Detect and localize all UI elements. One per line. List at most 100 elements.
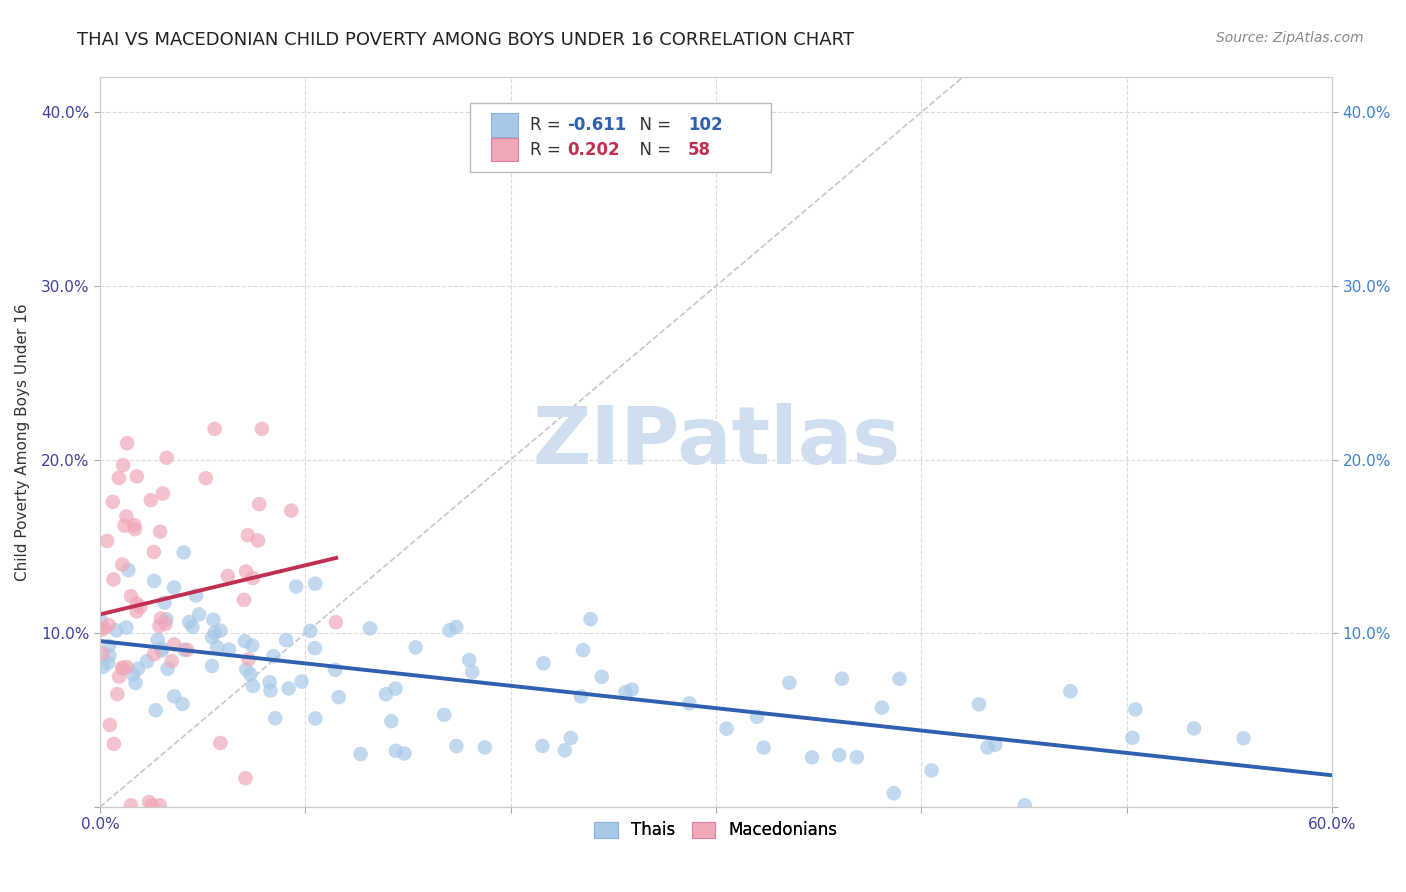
- Point: [304, 576, 326, 591]
- Point: [579, 612, 602, 626]
- Point: [385, 744, 408, 758]
- FancyBboxPatch shape: [470, 103, 772, 172]
- Point: [124, 676, 146, 690]
- Point: [439, 624, 461, 638]
- Point: [201, 630, 224, 644]
- FancyBboxPatch shape: [491, 113, 517, 136]
- Point: [984, 738, 1007, 752]
- Point: [205, 640, 228, 655]
- Legend: Thais, Macedonians: Thais, Macedonians: [588, 814, 845, 847]
- Point: [150, 641, 173, 656]
- Point: [304, 711, 326, 725]
- Point: [98, 648, 121, 663]
- Point: [204, 625, 226, 640]
- Point: [163, 581, 186, 595]
- Point: [801, 750, 824, 764]
- Text: N =: N =: [628, 116, 676, 134]
- Point: [240, 639, 263, 653]
- Point: [1123, 702, 1146, 716]
- Point: [752, 740, 775, 755]
- Point: [405, 640, 427, 655]
- Point: [155, 616, 177, 631]
- Point: [290, 674, 312, 689]
- Point: [831, 672, 853, 686]
- Point: [323, 663, 346, 677]
- Point: [97, 618, 120, 632]
- Point: [141, 798, 163, 813]
- Text: THAI VS MACEDONIAN CHILD POVERTY AMONG BOYS UNDER 16 CORRELATION CHART: THAI VS MACEDONIAN CHILD POVERTY AMONG B…: [77, 31, 855, 49]
- Point: [138, 795, 160, 809]
- Point: [433, 707, 456, 722]
- Point: [233, 634, 256, 648]
- Point: [678, 697, 700, 711]
- Point: [259, 683, 281, 698]
- Point: [125, 597, 148, 611]
- Point: [143, 574, 166, 588]
- Point: [235, 565, 257, 579]
- Y-axis label: Child Poverty Among Boys Under 16: Child Poverty Among Boys Under 16: [15, 303, 30, 581]
- Point: [155, 450, 177, 465]
- Point: [349, 747, 371, 761]
- Point: [263, 649, 285, 664]
- Point: [242, 571, 264, 585]
- Point: [145, 703, 167, 717]
- Point: [98, 718, 121, 732]
- Point: [149, 798, 172, 813]
- Point: [103, 573, 125, 587]
- Point: [139, 493, 162, 508]
- Point: [280, 503, 302, 517]
- Point: [108, 670, 131, 684]
- Point: [181, 620, 204, 634]
- Point: [124, 522, 146, 536]
- Point: [235, 771, 257, 785]
- Point: [277, 681, 299, 696]
- Point: [108, 471, 131, 485]
- Point: [461, 665, 484, 679]
- Point: [446, 739, 468, 753]
- Point: [359, 621, 381, 635]
- Point: [285, 580, 308, 594]
- Point: [458, 653, 481, 667]
- Point: [120, 798, 142, 813]
- Point: [105, 624, 128, 638]
- Point: [235, 662, 257, 676]
- Point: [105, 687, 128, 701]
- Text: R =: R =: [530, 141, 567, 159]
- Point: [150, 643, 173, 657]
- Point: [101, 495, 124, 509]
- Point: [112, 458, 135, 472]
- Point: [967, 698, 990, 712]
- Point: [201, 659, 224, 673]
- Point: [238, 652, 260, 666]
- Point: [233, 592, 256, 607]
- Point: [1182, 722, 1205, 736]
- Point: [531, 739, 554, 753]
- Point: [90, 623, 112, 637]
- Point: [163, 637, 186, 651]
- Point: [173, 642, 195, 657]
- Text: 0.202: 0.202: [567, 141, 620, 159]
- Point: [155, 612, 177, 626]
- Point: [325, 615, 347, 630]
- Point: [1232, 731, 1254, 746]
- FancyBboxPatch shape: [491, 138, 517, 161]
- Point: [91, 647, 114, 661]
- Point: [384, 681, 406, 696]
- Point: [148, 619, 170, 633]
- Point: [242, 679, 264, 693]
- Text: ZIPatlas: ZIPatlas: [531, 403, 900, 481]
- Point: [246, 533, 269, 548]
- Point: [125, 469, 148, 483]
- Point: [883, 786, 905, 800]
- Point: [620, 682, 643, 697]
- Point: [380, 714, 402, 729]
- Point: [136, 655, 159, 669]
- Point: [173, 545, 195, 559]
- Point: [96, 533, 118, 548]
- Point: [239, 667, 262, 681]
- Point: [115, 620, 138, 634]
- Point: [115, 436, 138, 450]
- Point: [129, 599, 152, 614]
- Point: [533, 657, 555, 671]
- Point: [156, 662, 179, 676]
